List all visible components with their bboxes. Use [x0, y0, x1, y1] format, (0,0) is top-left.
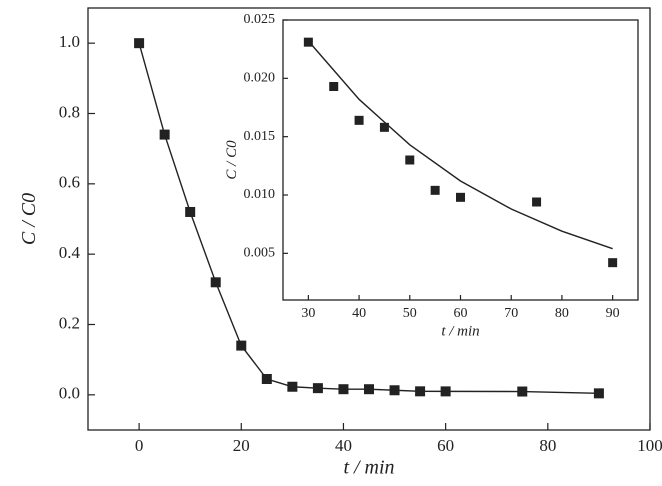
x-tick-label: 40 [352, 306, 366, 321]
marker [456, 192, 465, 202]
marker [405, 155, 415, 165]
x-tick-label: 90 [606, 306, 620, 321]
x-tick-label: 70 [504, 306, 518, 321]
y-tick-label: 0.015 [244, 129, 276, 144]
y-tick-label: 1.0 [59, 32, 80, 51]
y-tick-label: 0.025 [244, 12, 276, 27]
y-tick-label: 0.6 [59, 173, 80, 192]
x-tick-label: 0 [135, 436, 144, 455]
y-tick-label: 0.010 [244, 187, 276, 202]
marker [134, 38, 145, 49]
marker [287, 381, 298, 392]
marker [440, 386, 451, 397]
x-tick-label: 80 [539, 436, 556, 455]
marker [364, 384, 374, 395]
marker [159, 129, 170, 140]
y-tick-label: 0.4 [59, 243, 81, 262]
x-tick-label: 30 [301, 306, 315, 321]
marker [593, 388, 604, 399]
y-tick-label: 0.8 [59, 102, 80, 121]
x-tick-label: 60 [454, 306, 468, 321]
x-tick-label: 40 [335, 436, 352, 455]
marker [430, 185, 440, 195]
x-axis-label: t / min [441, 324, 479, 340]
marker [185, 206, 196, 217]
y-tick-label: 0.2 [59, 313, 80, 332]
marker [236, 340, 247, 351]
marker [261, 374, 272, 385]
y-axis-label: C / C0 [224, 140, 240, 180]
marker [517, 386, 528, 397]
marker [389, 385, 400, 396]
y-tick-label: 0.0 [59, 384, 80, 403]
y-tick-label: 0.005 [244, 246, 276, 261]
plot-frame [282, 19, 639, 301]
x-tick-label: 80 [555, 306, 569, 321]
y-tick-label: 0.020 [244, 71, 276, 86]
marker [338, 384, 349, 395]
y-axis-label: C / C0 [18, 193, 40, 245]
marker [415, 386, 426, 397]
marker [379, 122, 389, 132]
series-line [307, 40, 613, 250]
x-tick-label: 20 [233, 436, 250, 455]
x-tick-label: 100 [637, 436, 662, 455]
marker [303, 37, 313, 47]
marker [329, 82, 339, 91]
marker [532, 197, 542, 207]
x-tick-label: 60 [437, 436, 454, 455]
x-tick-label: 50 [403, 306, 417, 321]
x-axis-label: t / min [343, 457, 394, 479]
marker [312, 383, 323, 394]
marker [608, 258, 618, 268]
marker [354, 115, 364, 125]
marker [210, 277, 221, 288]
